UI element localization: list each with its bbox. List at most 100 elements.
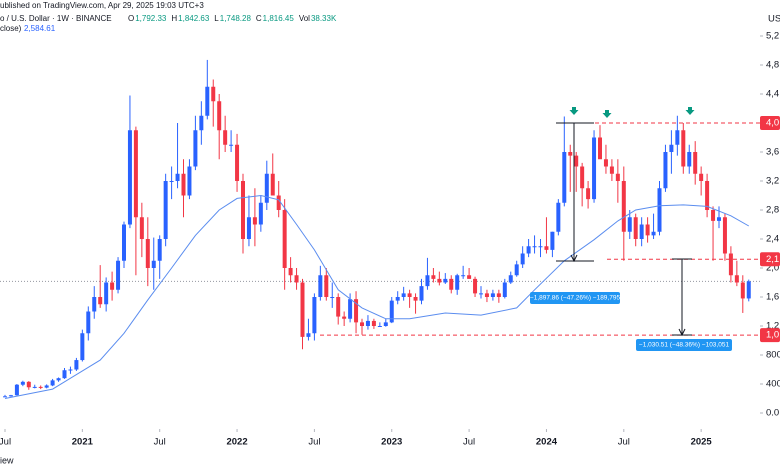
candle-body bbox=[169, 181, 174, 182]
candle-body bbox=[395, 297, 400, 301]
candle-body bbox=[657, 188, 662, 232]
x-tick-label: 2021 bbox=[72, 437, 94, 448]
level-tag bbox=[760, 328, 780, 343]
candle-body bbox=[26, 381, 31, 388]
candle-body bbox=[389, 300, 394, 323]
candle-body bbox=[556, 202, 561, 232]
candle-body bbox=[318, 275, 323, 297]
candle-body bbox=[705, 181, 710, 210]
candle-body bbox=[651, 231, 656, 236]
candle-body bbox=[633, 217, 638, 239]
candle-body bbox=[342, 316, 347, 319]
candle-body bbox=[603, 159, 608, 167]
candle-body bbox=[526, 246, 531, 254]
candle-body bbox=[56, 378, 61, 381]
candle-body bbox=[383, 322, 388, 326]
level-tag bbox=[760, 116, 780, 130]
ohlc-value: 38.33K bbox=[311, 14, 337, 23]
candle-body bbox=[68, 369, 73, 371]
candle-body bbox=[80, 333, 85, 361]
candle-body bbox=[276, 195, 281, 210]
candle-body bbox=[615, 173, 620, 181]
candle-body bbox=[401, 293, 406, 297]
candle-body bbox=[8, 395, 13, 397]
candle-body bbox=[199, 115, 204, 131]
candle-body bbox=[306, 333, 311, 337]
candle-body bbox=[371, 320, 376, 326]
candle-body bbox=[330, 297, 335, 298]
candle-body bbox=[348, 299, 353, 319]
candle-body bbox=[157, 239, 162, 261]
indicator-label: close) bbox=[0, 24, 22, 33]
candle-body bbox=[145, 239, 150, 268]
candle-body bbox=[621, 181, 626, 232]
candle-body bbox=[538, 246, 543, 248]
footer-logo: iew bbox=[0, 455, 14, 465]
candle-body bbox=[746, 281, 751, 299]
candle-body bbox=[205, 86, 210, 116]
candle-body bbox=[431, 275, 436, 279]
measure-label: −1,897.86 (−47.26%) −189,795 bbox=[530, 295, 621, 302]
candle-body bbox=[496, 293, 501, 297]
y-tick-label: 2,4 bbox=[766, 234, 779, 245]
y-tick-label: 800 bbox=[766, 350, 780, 361]
candle-body bbox=[645, 224, 650, 236]
candle-body bbox=[484, 293, 489, 297]
candle-body bbox=[532, 246, 537, 248]
candle-body bbox=[740, 282, 745, 299]
x-tick-label: Jul bbox=[154, 437, 166, 448]
candle-body bbox=[92, 297, 97, 312]
candle-body bbox=[20, 381, 25, 385]
x-tick-label: Jul bbox=[463, 437, 475, 448]
candle-body bbox=[461, 275, 466, 277]
candle-body bbox=[38, 386, 43, 388]
x-tick-label: 2023 bbox=[381, 437, 402, 448]
candle-body bbox=[699, 173, 704, 181]
candle-body bbox=[133, 130, 138, 218]
candle-body bbox=[181, 173, 186, 196]
candle-body bbox=[467, 275, 472, 279]
level-label: 2,1 bbox=[766, 254, 779, 265]
candle-body bbox=[502, 282, 507, 297]
candle-body bbox=[508, 275, 513, 283]
ohlc-key: Vol bbox=[299, 14, 310, 23]
candle-body bbox=[252, 217, 257, 225]
candle-body bbox=[544, 246, 549, 250]
y-tick-label: 1,6 bbox=[766, 292, 779, 303]
published-note: ublished on TradingView.com, Apr 29, 202… bbox=[0, 1, 204, 10]
candle-body bbox=[473, 278, 478, 294]
candle-body bbox=[229, 144, 234, 146]
candle-body bbox=[407, 293, 412, 297]
ohlc-key: H bbox=[171, 14, 177, 23]
candle-body bbox=[44, 385, 49, 388]
candle-body bbox=[728, 253, 733, 276]
candle-body bbox=[122, 224, 126, 261]
candle-body bbox=[211, 86, 216, 102]
candle-body bbox=[425, 275, 430, 287]
top-marker bbox=[685, 107, 695, 115]
candle-body bbox=[14, 384, 19, 396]
candle-body bbox=[127, 130, 132, 225]
level-tag bbox=[760, 252, 780, 267]
candle-body bbox=[663, 152, 668, 189]
candle-body bbox=[32, 386, 37, 388]
candle-body bbox=[520, 253, 525, 265]
x-tick-label: 2025 bbox=[691, 437, 713, 448]
candle-body bbox=[443, 278, 448, 283]
y-tick-label: 2,8 bbox=[766, 205, 779, 216]
ohlc-value: 1,792.33 bbox=[135, 14, 167, 23]
symbol: o / U.S. Dollar · 1W · BINANCE bbox=[0, 14, 112, 23]
candle-body bbox=[639, 224, 644, 239]
candle-body bbox=[300, 282, 305, 337]
candle-body bbox=[264, 173, 269, 203]
candle-body bbox=[294, 275, 299, 283]
candle-body bbox=[586, 188, 591, 200]
candle-body bbox=[717, 217, 721, 221]
ohlc-key: C bbox=[256, 14, 262, 23]
candle-body bbox=[62, 370, 67, 379]
candle-body bbox=[116, 260, 121, 290]
candle-body bbox=[490, 293, 495, 297]
candle-body bbox=[151, 260, 156, 268]
candle-body bbox=[711, 210, 716, 221]
